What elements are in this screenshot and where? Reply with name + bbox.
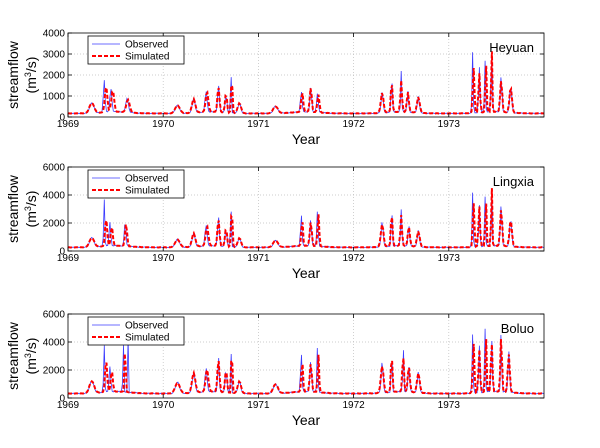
x-tick-label: 1971: [247, 400, 270, 411]
y-unit-superscript: 3: [23, 72, 33, 77]
y-tick-label: 6000: [43, 163, 66, 174]
y-unit-superscript: 3: [23, 206, 33, 211]
legend-box: [87, 169, 185, 199]
plot-frame: [67, 313, 545, 399]
panel-heyuan: 1969 1970 1971 1972 1973 0 1000 2000 3000 4000 Hey…: [5, 29, 545, 147]
x-tick-label: 1972: [342, 400, 365, 411]
y-unit-tail: /s): [23, 57, 39, 73]
x-tick-label: 1971: [247, 119, 270, 130]
y-tick-label: 0: [59, 394, 65, 405]
station-label: Lingxia: [493, 174, 535, 189]
y-axis-unit: (m3/s): [23, 338, 39, 375]
legend-label-simulated: Simulated: [125, 52, 169, 63]
x-tick-label: 1969: [57, 400, 80, 411]
x-tick-label: 1972: [342, 119, 365, 130]
y-tick-label: 4000: [43, 191, 66, 202]
plot-frame: [67, 166, 545, 252]
y-tick-label: 4000: [43, 338, 66, 349]
y-unit-base: (m: [23, 77, 39, 93]
y-tick-label: 1000: [43, 92, 66, 103]
legend-label-simulated: Simulated: [125, 333, 169, 344]
y-tick-label: 0: [59, 113, 65, 124]
y-tick-label: 6000: [43, 310, 66, 321]
x-tick-label: 1973: [438, 400, 461, 411]
x-tick-label: 1970: [152, 400, 175, 411]
legend-label-observed: Observed: [125, 321, 168, 332]
panel-lingxia: 1969 1970 1971 1972 1973 0 2000 4000 6000 Lingxia…: [5, 163, 545, 281]
panel-boluo: 1969 1970 1971 1972 1973 0 2000 4000 6000 Boluo Ye…: [5, 310, 545, 428]
y-axis-unit: (m3/s): [23, 57, 39, 94]
y-unit-base: (m: [23, 211, 39, 227]
x-tick-label: 1970: [152, 253, 175, 264]
y-tick-label: 2000: [43, 366, 66, 377]
legend-box: [87, 316, 185, 346]
y-unit-tail: /s): [23, 191, 39, 207]
x-tick-label: 1970: [152, 119, 175, 130]
y-axis-title: streamflow: [5, 321, 21, 390]
series-line-simulated: [67, 339, 545, 395]
x-axis-title: Year: [292, 265, 321, 281]
legend-label-simulated: Simulated: [125, 186, 169, 197]
y-unit-tail: /s): [23, 338, 39, 354]
x-tick-label: 1969: [57, 119, 80, 130]
x-tick-label: 1971: [247, 253, 270, 264]
y-axis-title: streamflow: [5, 174, 21, 243]
y-tick-label: 0: [59, 247, 65, 258]
x-axis-title: Year: [292, 131, 321, 147]
x-tick-label: 1973: [438, 253, 461, 264]
legend-box: [87, 35, 185, 65]
x-axis-title: Year: [292, 412, 321, 428]
legend-label-observed: Observed: [125, 174, 168, 185]
y-unit-base: (m: [23, 358, 39, 374]
x-tick-label: 1973: [438, 119, 461, 130]
y-axis-unit: (m3/s): [23, 191, 39, 228]
station-label: Boluo: [501, 321, 534, 336]
series-line-simulated: [68, 188, 545, 249]
y-tick-label: 3000: [43, 50, 66, 61]
y-tick-label: 4000: [43, 29, 66, 40]
legend-label-observed: Observed: [125, 40, 168, 51]
y-tick-label: 2000: [43, 71, 66, 82]
x-tick-label: 1969: [57, 253, 80, 264]
x-tick-label: 1972: [342, 253, 365, 264]
y-unit-superscript: 3: [23, 353, 33, 358]
series-line-simulated: [67, 51, 545, 115]
y-tick-label: 2000: [43, 219, 66, 230]
station-label: Heyuan: [489, 40, 534, 55]
y-axis-title: streamflow: [5, 40, 21, 109]
